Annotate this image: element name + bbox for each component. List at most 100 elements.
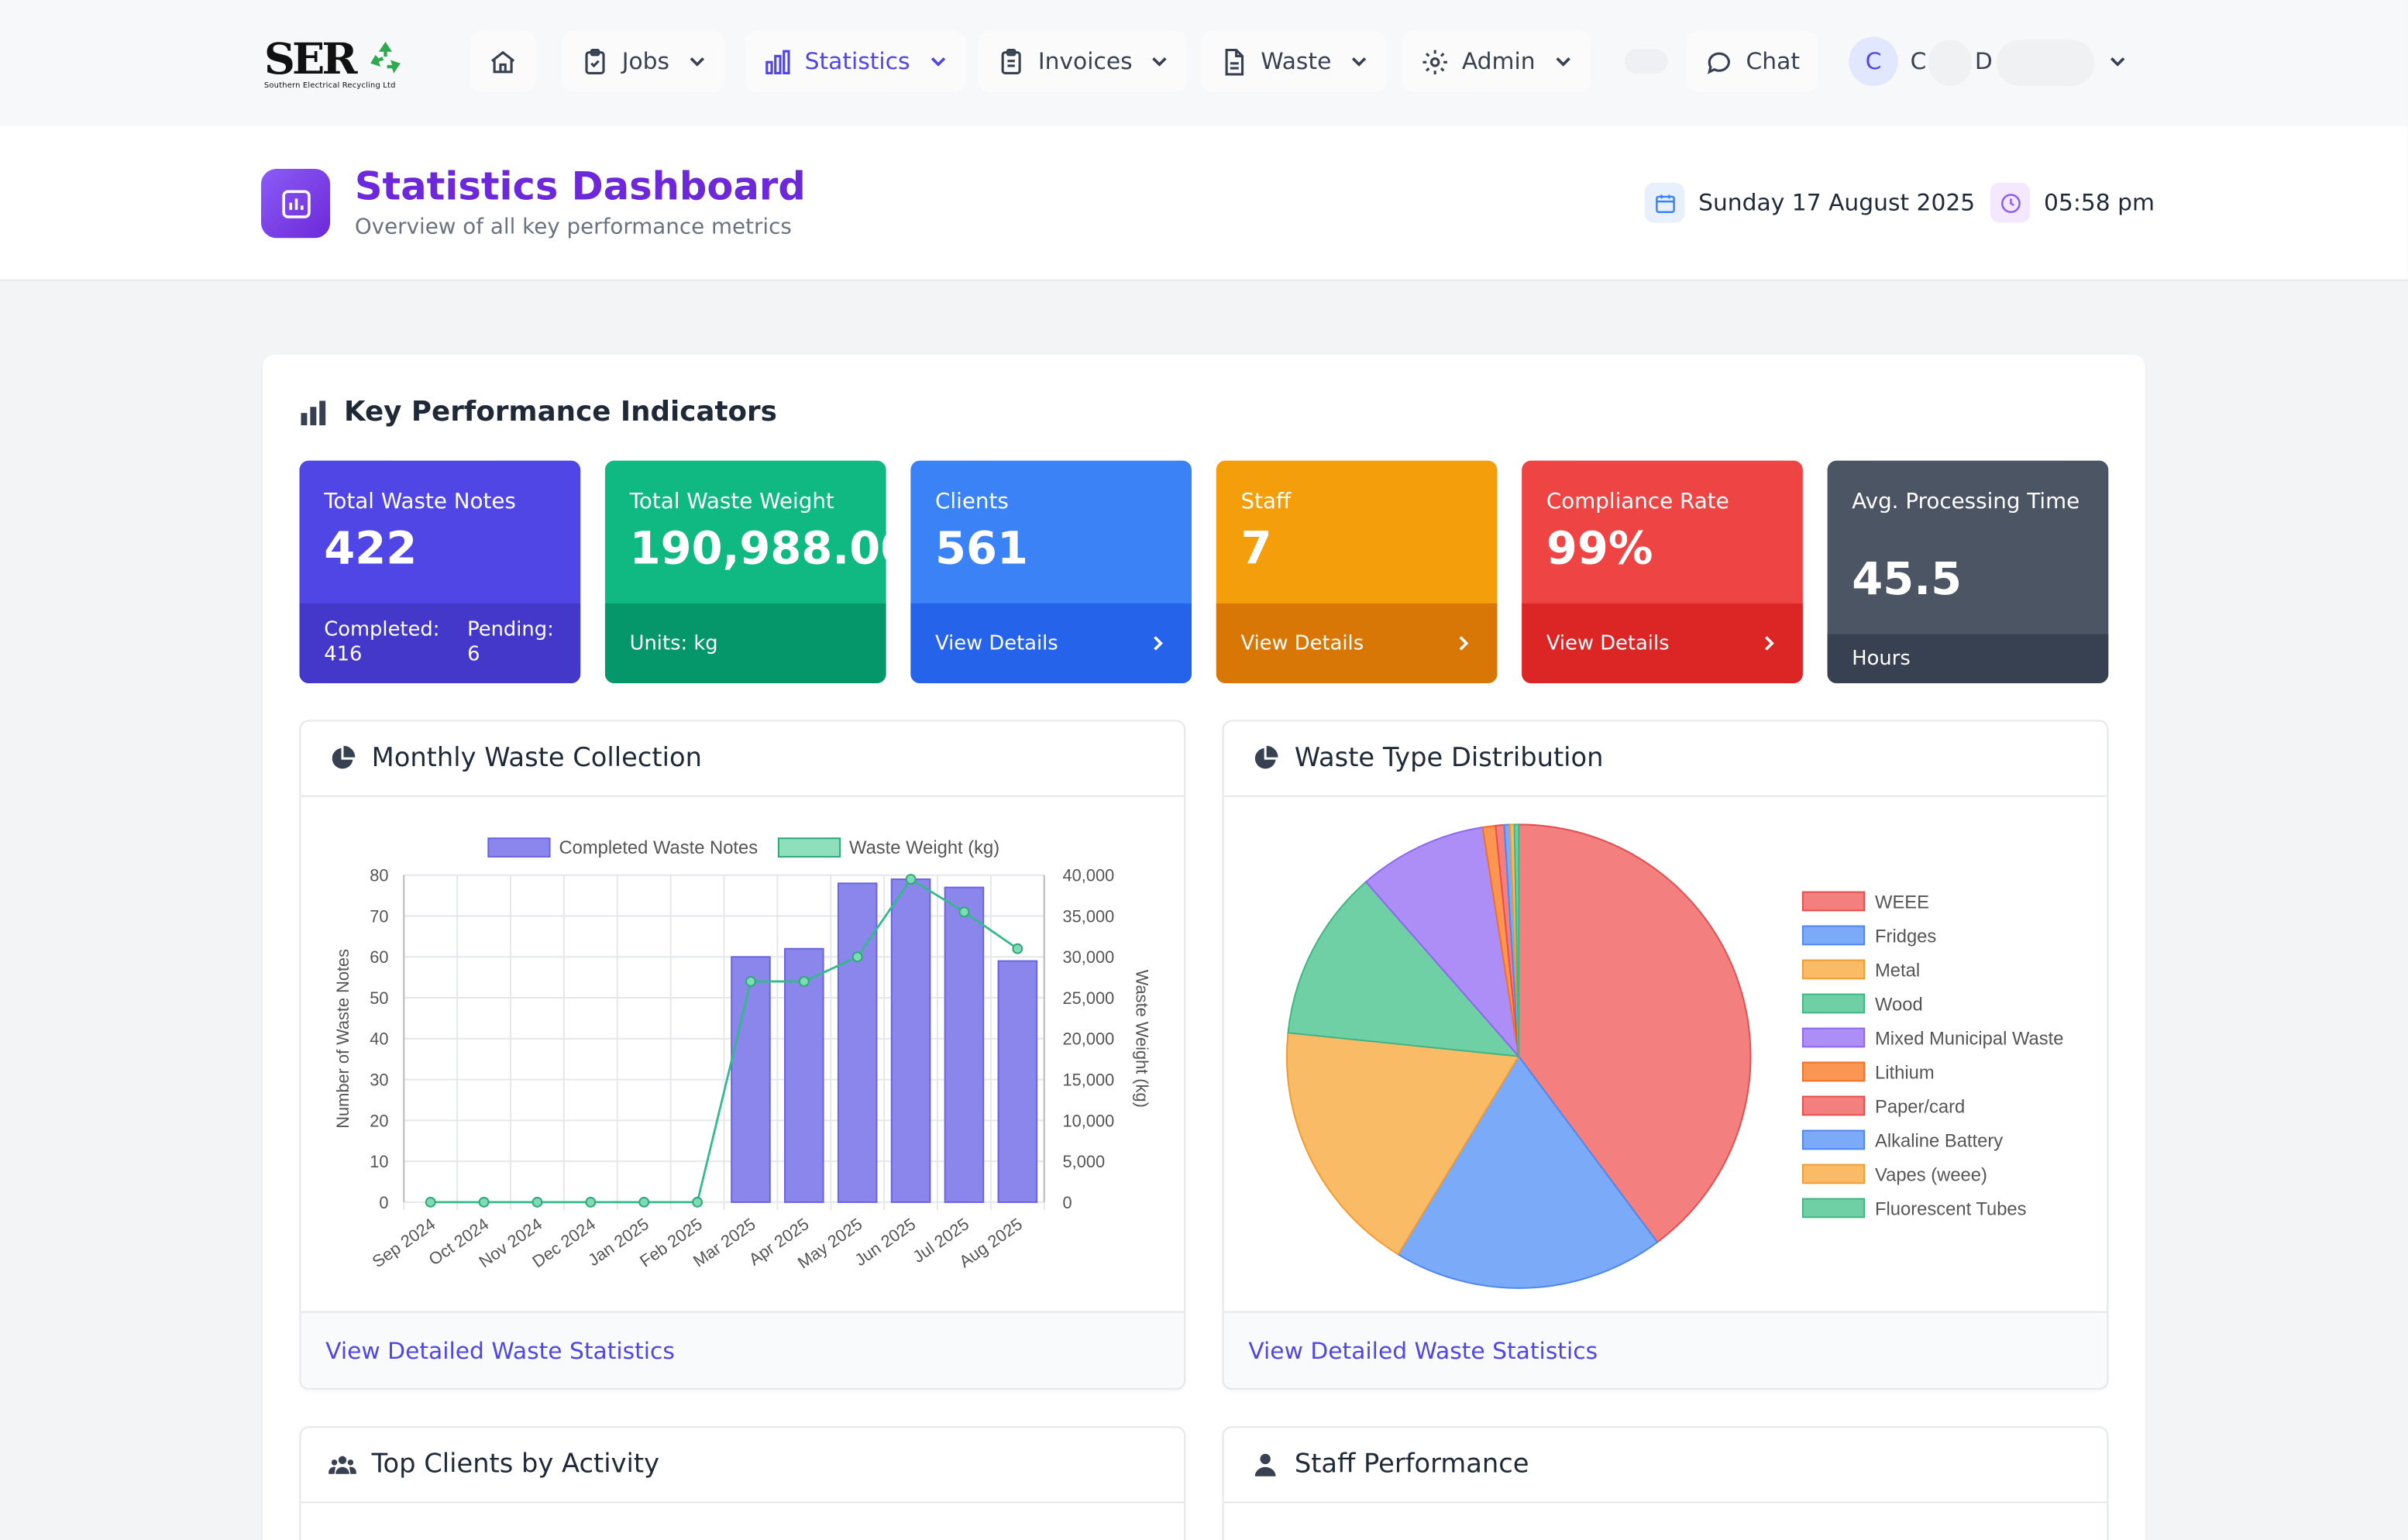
kpi-label: Total Waste Notes	[324, 490, 516, 514]
y2-tick-label: 25,000	[1063, 988, 1115, 1008]
line-point	[958, 906, 970, 918]
view-details-link[interactable]: View Details	[910, 603, 1192, 683]
y-tick-label: 80	[370, 866, 388, 885]
home-icon	[491, 50, 515, 73]
nav-home[interactable]	[470, 30, 536, 92]
nav-invoices-label: Invoices	[1037, 47, 1133, 76]
y-tick-label: 60	[370, 947, 388, 967]
kpi-label: Staff	[1240, 490, 1292, 514]
kpi-staff[interactable]: Staff 7 View Details	[1216, 460, 1498, 683]
view-details-link[interactable]: View Details	[1522, 603, 1803, 683]
x-tick-label: Sep 2024	[369, 1214, 439, 1271]
legend-label: Lithium	[1875, 1062, 1935, 1083]
kpi-avg-processing-time: Avg. Processing Time 45.5 Hours	[1827, 460, 2109, 683]
y-tick-label: 10	[370, 1152, 388, 1171]
line-point	[585, 1196, 597, 1208]
gear-icon	[1422, 49, 1447, 74]
line-point	[638, 1196, 650, 1208]
kpi-label: Avg. Processing Time	[1852, 490, 2080, 514]
legend-swatch	[1801, 959, 1866, 980]
pie-chart-icon	[1254, 745, 1278, 769]
view-details-link[interactable]: View Details	[1216, 603, 1498, 683]
kpi-total-waste-notes: Total Waste Notes 422 Completed: 416 Pend…	[299, 460, 581, 683]
chevron-down-icon	[930, 57, 945, 67]
legend-label: Waste Weight (kg)	[849, 837, 999, 858]
completed-label: Completed:	[324, 618, 440, 642]
bar	[944, 886, 985, 1203]
clipboard-check-icon	[585, 48, 605, 74]
kpi-compliance-rate[interactable]: Compliance Rate 99% View Details	[1522, 460, 1803, 683]
bar	[837, 882, 878, 1203]
redacted-name	[1996, 40, 2095, 86]
legend-swatch	[487, 837, 551, 858]
chat-icon	[1707, 51, 1730, 74]
chevron-down-icon	[1351, 57, 1367, 67]
view-detailed-waste-statistics-link[interactable]: View Detailed Waste Statistics	[301, 1311, 1185, 1388]
panel-title: Staff Performance	[1294, 1449, 1529, 1480]
y2-tick-label: 30,000	[1063, 947, 1115, 967]
brand-logo[interactable]: SER Southern Electrical Recycling Ltd	[264, 34, 411, 95]
kpi-section-title: Key Performance Indicators	[301, 396, 777, 428]
top-nav: SER Southern Electrical Recycling Ltd Jo…	[0, 0, 2408, 126]
kpi-footer: Units: kg	[604, 603, 886, 683]
line-point	[798, 976, 810, 987]
bar	[890, 878, 931, 1203]
clipboard-list-icon	[1001, 48, 1021, 74]
nav-chat[interactable]: Chat	[1686, 30, 1818, 92]
legend-swatch	[777, 837, 841, 858]
calendar-icon	[1644, 182, 1685, 223]
user-menu-chevron-icon[interactable]	[2108, 52, 2127, 70]
view-detailed-waste-statistics-link[interactable]: View Detailed Waste Statistics	[1223, 1311, 2107, 1388]
kpi-footer: Hours	[1827, 634, 2109, 683]
legend-swatch	[1801, 1164, 1866, 1184]
y2-tick-label: 15,000	[1063, 1071, 1115, 1090]
y2-tick-label: 40,000	[1063, 866, 1115, 885]
nav-placeholder	[1624, 49, 1668, 74]
view-details-label: View Details	[935, 631, 1058, 655]
series-line	[430, 878, 1019, 1204]
legend-label: WEEE	[1875, 892, 1929, 913]
y2-tick-label: 0	[1063, 1193, 1072, 1212]
pie-slice	[1364, 826, 1520, 1059]
nav-statistics[interactable]: Statistics	[745, 30, 965, 92]
staff-performance-panel: Staff Performance	[1222, 1426, 2109, 1540]
line-point	[692, 1196, 703, 1208]
legend-label: Vapes (weee)	[1875, 1164, 1987, 1185]
waste-type-chart: WEEE Fridges Metal Wood Mixed Municipal Wast…	[1285, 823, 2063, 1289]
chevron-right-icon	[1154, 636, 1163, 651]
avatar[interactable]: C	[1849, 36, 1898, 86]
pie-chart-icon	[332, 745, 356, 769]
y2-tick-label: 20,000	[1063, 1030, 1115, 1049]
recycle-icon	[370, 41, 401, 74]
user-first-name: C	[1910, 47, 1927, 76]
completed-count: 416	[324, 643, 363, 667]
y2-tick-label: 5,000	[1063, 1152, 1106, 1171]
chevron-down-icon	[1556, 57, 1570, 67]
clock-icon	[1990, 182, 2031, 223]
legend-swatch	[1801, 1095, 1866, 1116]
kpi-value: 99%	[1546, 521, 1653, 575]
kpi-label: Clients	[935, 490, 1009, 514]
y-tick-label: 20	[370, 1111, 388, 1130]
nav-invoices[interactable]: Invoices	[978, 30, 1188, 92]
kpi-value: 561	[935, 521, 1029, 575]
y2-axis-title: Waste Weight (kg)	[1133, 970, 1152, 1108]
chevron-down-icon	[1153, 57, 1168, 67]
pie-slice	[1287, 881, 1521, 1057]
kpi-label: Total Waste Weight	[629, 490, 834, 514]
legend-label: Fridges	[1875, 926, 1936, 947]
nav-statistics-label: Statistics	[804, 47, 910, 76]
page-subtitle: Overview of all key performance metrics	[354, 215, 792, 240]
legend-label: Alkaline Battery	[1875, 1130, 2003, 1151]
panel-header: Monthly Waste Collection	[301, 722, 1185, 797]
nav-admin[interactable]: Admin	[1402, 30, 1591, 92]
monthly-waste-panel: Monthly Waste Collection 0 10 20 30 40 50 60 70…	[299, 720, 1186, 1390]
kpi-clients[interactable]: Clients 561 View Details	[910, 460, 1192, 683]
legend-label: Paper/card	[1875, 1096, 1965, 1117]
y-tick-label: 0	[379, 1193, 388, 1212]
nav-jobs[interactable]: Jobs	[562, 30, 725, 92]
nav-waste[interactable]: Waste	[1200, 30, 1387, 92]
legend-label: Completed Waste Notes	[559, 837, 758, 858]
line-point	[851, 951, 863, 963]
panel-header: Top Clients by Activity	[301, 1428, 1185, 1504]
